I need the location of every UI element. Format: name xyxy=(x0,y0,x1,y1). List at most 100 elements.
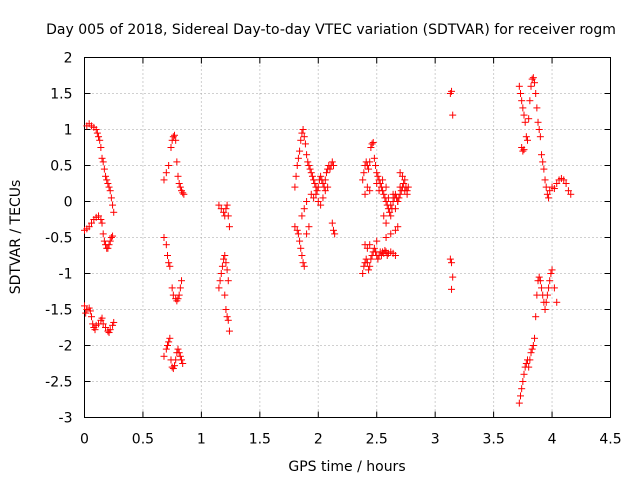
x-tick-label: 4.5 xyxy=(599,432,621,448)
data-point xyxy=(521,118,529,126)
data-point xyxy=(519,104,527,112)
data-point xyxy=(359,176,367,184)
data-point xyxy=(550,185,558,193)
data-point xyxy=(308,172,316,180)
data-point xyxy=(93,129,101,137)
data-point xyxy=(360,262,368,270)
data-point xyxy=(81,302,88,310)
data-point xyxy=(314,183,322,191)
data-point xyxy=(98,314,106,322)
data-point xyxy=(531,79,539,87)
data-point xyxy=(403,190,411,198)
data-point xyxy=(179,189,187,197)
data-point xyxy=(176,183,184,191)
data-point xyxy=(363,183,371,191)
data-point xyxy=(224,212,232,220)
data-point xyxy=(321,187,329,195)
data-point xyxy=(531,334,539,342)
data-point xyxy=(382,219,390,227)
data-point xyxy=(299,126,307,133)
data-point xyxy=(91,326,99,334)
data-point xyxy=(519,378,527,385)
data-point xyxy=(99,230,107,238)
data-point xyxy=(560,176,568,184)
data-point xyxy=(175,180,183,187)
data-point xyxy=(542,183,550,191)
data-point xyxy=(545,284,553,292)
data-point xyxy=(222,205,230,213)
data-point xyxy=(317,201,325,209)
data-point xyxy=(217,270,225,277)
data-point xyxy=(532,313,540,321)
x-tick-labels: 0 0.5 1 1.5 2 2.5 3 3.5 4 4.5 xyxy=(80,432,622,448)
y-tick-label: -0.5 xyxy=(45,231,72,247)
data-point xyxy=(220,208,228,216)
data-point xyxy=(110,208,118,216)
data-point xyxy=(524,136,532,144)
data-point xyxy=(166,334,174,342)
data-point xyxy=(396,169,404,177)
data-point xyxy=(298,212,306,220)
data-point xyxy=(97,144,105,151)
data-point xyxy=(85,304,93,312)
data-point xyxy=(329,162,337,169)
data-point xyxy=(534,118,542,126)
data-point xyxy=(543,291,551,299)
data-point xyxy=(382,234,390,241)
data-point xyxy=(391,226,399,234)
y-tick-label: -2.5 xyxy=(45,375,72,391)
data-point xyxy=(178,356,186,364)
data-point xyxy=(163,252,171,259)
data-point xyxy=(163,342,171,349)
data-point xyxy=(162,345,170,353)
data-point xyxy=(160,176,168,184)
data-point xyxy=(374,172,382,180)
x-tick-label: 4 xyxy=(548,432,557,448)
y-tick-label: 1.5 xyxy=(50,87,72,103)
data-point xyxy=(95,212,103,220)
data-point xyxy=(562,180,570,187)
data-point xyxy=(303,198,311,205)
data-point xyxy=(222,259,230,267)
data-point xyxy=(536,277,544,285)
data-point xyxy=(519,147,527,155)
data-point xyxy=(303,151,311,159)
data-point xyxy=(319,194,327,202)
data-point xyxy=(520,146,528,154)
data-point xyxy=(215,284,223,292)
data-point xyxy=(365,266,373,274)
data-point xyxy=(533,291,541,299)
data-point xyxy=(106,326,114,334)
data-point xyxy=(372,162,380,169)
data-point xyxy=(448,259,456,267)
data-point xyxy=(389,190,397,198)
data-point xyxy=(387,201,395,209)
data-point xyxy=(564,187,572,195)
data-point xyxy=(88,219,96,227)
data-point xyxy=(92,126,100,133)
data-point xyxy=(380,190,388,198)
data-point xyxy=(224,316,232,324)
data-point xyxy=(82,309,90,317)
x-tick-label: 1.5 xyxy=(249,432,271,448)
data-point xyxy=(180,190,188,198)
data-point xyxy=(311,180,319,187)
data-point xyxy=(166,262,174,270)
data-point xyxy=(304,158,312,166)
data-point xyxy=(301,140,309,148)
data-point xyxy=(363,244,371,252)
data-point xyxy=(516,392,524,400)
data-point xyxy=(99,158,107,166)
data-point xyxy=(222,306,230,313)
data-point xyxy=(223,313,231,321)
x-tick-label: 0 xyxy=(80,432,89,448)
y-axis-label: SDTVAR / TECUs xyxy=(8,180,24,295)
data-point xyxy=(317,172,325,180)
data-point xyxy=(99,320,107,328)
data-point xyxy=(168,284,176,292)
data-point xyxy=(291,223,299,231)
data-point xyxy=(366,187,374,195)
data-point xyxy=(165,338,173,346)
data-point xyxy=(109,201,117,209)
data-point xyxy=(533,104,541,112)
